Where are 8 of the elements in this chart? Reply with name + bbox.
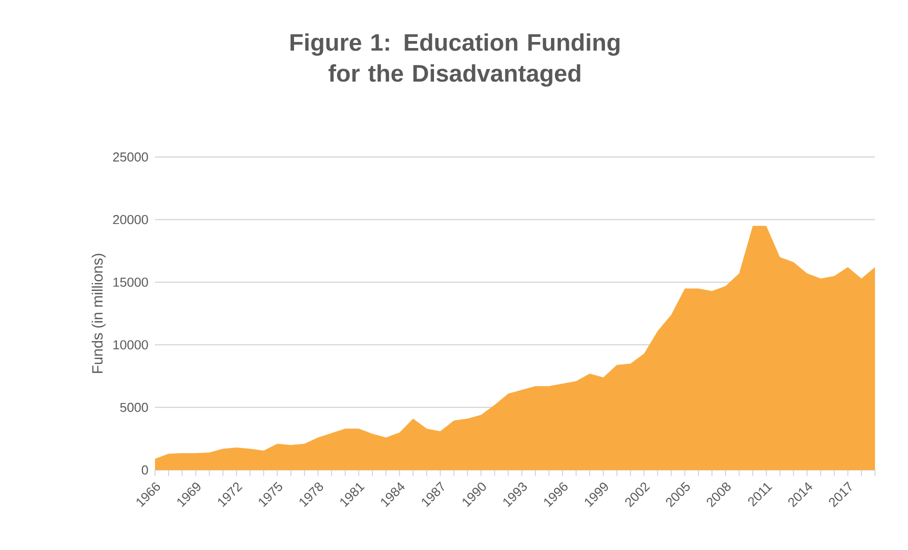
chart-title: Figure 1: Education Funding for the Disadvantaged bbox=[290, 33, 620, 87]
y-tick-label: 0 bbox=[142, 465, 148, 475]
y-tick-label: 20000 bbox=[113, 215, 148, 224]
y-tick-label: 5000 bbox=[120, 402, 148, 412]
y-tick-label: 15000 bbox=[113, 278, 148, 287]
y-tick-label: 25000 bbox=[113, 152, 148, 162]
y-axis-title: Funds (in millions) bbox=[92, 254, 106, 373]
y-tick-label: 10000 bbox=[113, 340, 148, 350]
